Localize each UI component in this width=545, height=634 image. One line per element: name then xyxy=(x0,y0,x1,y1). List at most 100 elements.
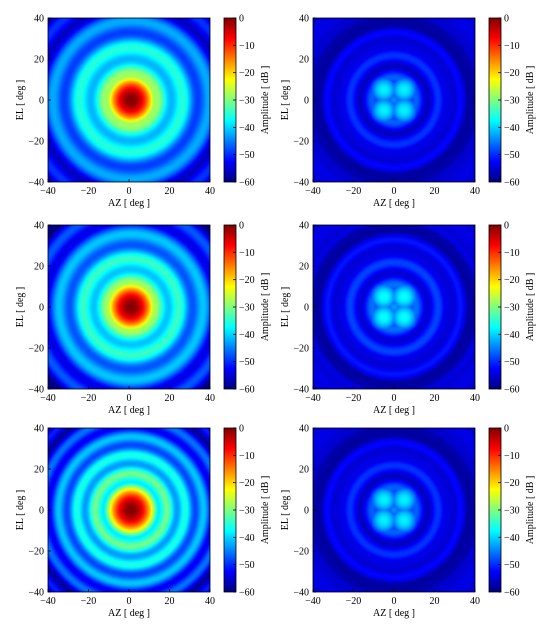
colorbar-tick-label: −40 xyxy=(239,123,255,134)
heatmap-image xyxy=(313,18,475,182)
colorbar-tick-label: −60 xyxy=(504,588,520,599)
colorbar-tick-label: −20 xyxy=(504,68,520,79)
x-tick-label: −20 xyxy=(81,186,97,197)
y-tick-label: −20 xyxy=(293,547,309,558)
x-axis-label: AZ [ deg ] xyxy=(108,198,150,209)
x-axis-label: AZ [ deg ] xyxy=(108,608,150,619)
heatmap-image xyxy=(48,225,210,389)
y-tick-label: 20 xyxy=(299,465,309,476)
x-tick-label: −20 xyxy=(81,393,97,404)
panel-2-2: −40 −20 0 20 40 −40 −20 0 20 40 AZ [ deg ] EL [ deg… xyxy=(280,221,536,417)
x-tick-label: 0 xyxy=(127,393,132,404)
y-tick-label: −40 xyxy=(293,385,309,396)
y-axis-label: EL [ deg ] xyxy=(15,80,26,120)
colorbar-label: Amplitude [ dB ] xyxy=(525,273,536,342)
y-tick-label: 20 xyxy=(34,465,44,476)
colorbar-label: Amplitude [ dB ] xyxy=(260,273,271,342)
colorbar-tick-label: −40 xyxy=(504,533,520,544)
y-tick-label: −40 xyxy=(28,178,44,189)
y-axis-label: EL [ deg ] xyxy=(280,80,291,120)
panel-1-1: −40 −20 0 20 40 −40 −20 0 20 40 AZ [ deg ] EL [ deg… xyxy=(15,14,271,210)
x-tick-label: 40 xyxy=(470,596,480,607)
colorbar-tick-label: −50 xyxy=(239,150,255,161)
colorbar-tick-label: −50 xyxy=(504,150,520,161)
x-tick-label: 20 xyxy=(165,393,175,404)
colorbar-tick-label: −20 xyxy=(504,478,520,489)
colorbar-tick-label: −50 xyxy=(504,560,520,571)
colorbar-tick-label: −10 xyxy=(504,248,520,259)
colorbar-label: Amplitude [ dB ] xyxy=(525,476,536,545)
heatmap-image xyxy=(313,428,475,592)
x-tick-label: −40 xyxy=(305,186,321,197)
y-tick-label: 20 xyxy=(34,55,44,66)
x-axis-label: AZ [ deg ] xyxy=(108,405,150,416)
x-tick-label: 40 xyxy=(470,186,480,197)
colorbar-tick-label: −50 xyxy=(239,560,255,571)
y-tick-label: 0 xyxy=(39,506,44,517)
colorbar-tick-label: 0 xyxy=(504,14,509,25)
colorbar-tick-label: 0 xyxy=(239,424,244,435)
y-tick-label: 40 xyxy=(34,424,44,435)
x-tick-label: 20 xyxy=(165,596,175,607)
colorbar-label: Amplitude [ dB ] xyxy=(525,66,536,135)
colorbar-tick-label: −30 xyxy=(239,506,255,517)
y-tick-label: 40 xyxy=(299,221,309,232)
x-tick-label: 20 xyxy=(430,596,440,607)
x-tick-label: 40 xyxy=(205,596,215,607)
colorbar-tick-label: −60 xyxy=(504,178,520,189)
x-tick-label: 20 xyxy=(430,393,440,404)
x-tick-label: 0 xyxy=(392,186,397,197)
colorbar-tick-label: −20 xyxy=(239,68,255,79)
colorbar-tick-label: −30 xyxy=(504,506,520,517)
colorbar-tick-label: −10 xyxy=(239,41,255,52)
x-tick-label: 40 xyxy=(470,393,480,404)
y-tick-label: −20 xyxy=(28,344,44,355)
colorbar-tick-label: −60 xyxy=(239,588,255,599)
colorbar-tick-label: −30 xyxy=(239,96,255,107)
x-tick-label: 0 xyxy=(127,186,132,197)
colorbar-tick-label: −40 xyxy=(504,123,520,134)
x-axis-label: AZ [ deg ] xyxy=(373,608,415,619)
x-tick-label: −40 xyxy=(40,186,56,197)
colorbar-label: Amplitude [ dB ] xyxy=(260,476,271,545)
heatmap-image xyxy=(313,225,475,389)
y-axis-label: EL [ deg ] xyxy=(280,490,291,530)
x-tick-label: 20 xyxy=(430,186,440,197)
colorbar-tick-label: −20 xyxy=(504,275,520,286)
x-tick-label: −40 xyxy=(40,596,56,607)
colorbar-tick-label: −10 xyxy=(239,451,255,462)
x-tick-label: 0 xyxy=(392,596,397,607)
colorbar-tick-label: 0 xyxy=(239,221,244,232)
colorbar-tick-label: −10 xyxy=(504,41,520,52)
y-tick-label: −20 xyxy=(293,344,309,355)
y-axis-label: EL [ deg ] xyxy=(15,287,26,327)
colorbar-tick-label: −20 xyxy=(239,275,255,286)
colorbar-tick-label: −10 xyxy=(504,451,520,462)
y-tick-label: 0 xyxy=(304,506,309,517)
panel-2-1: −40 −20 0 20 40 −40 −20 0 20 40 AZ [ deg ] EL [ deg… xyxy=(15,221,271,417)
colorbar-tick-label: −40 xyxy=(239,330,255,341)
y-tick-label: 0 xyxy=(39,96,44,107)
x-tick-label: 40 xyxy=(205,393,215,404)
colorbar-tick-label: 0 xyxy=(504,424,509,435)
x-tick-label: 40 xyxy=(205,186,215,197)
x-tick-label: −20 xyxy=(346,596,362,607)
y-tick-label: 40 xyxy=(34,14,44,25)
colorbar-tick-label: −30 xyxy=(504,303,520,314)
colorbar-tick-label: −60 xyxy=(504,385,520,396)
x-tick-label: 20 xyxy=(165,186,175,197)
x-tick-label: −20 xyxy=(346,393,362,404)
y-tick-label: 20 xyxy=(299,55,309,66)
colorbar-tick-label: −40 xyxy=(239,533,255,544)
panel-3-1: −40 −20 0 20 40 −40 −20 0 20 40 AZ [ deg ] EL [ deg… xyxy=(15,424,271,620)
y-tick-label: 40 xyxy=(34,221,44,232)
x-tick-label: 0 xyxy=(127,596,132,607)
colorbar-tick-label: −40 xyxy=(504,330,520,341)
colorbar-tick-label: −30 xyxy=(504,96,520,107)
y-tick-label: 40 xyxy=(299,14,309,25)
y-tick-label: −40 xyxy=(28,385,44,396)
x-tick-label: −40 xyxy=(305,393,321,404)
colorbar-label: Amplitude [ dB ] xyxy=(260,66,271,135)
y-tick-label: −40 xyxy=(28,588,44,599)
